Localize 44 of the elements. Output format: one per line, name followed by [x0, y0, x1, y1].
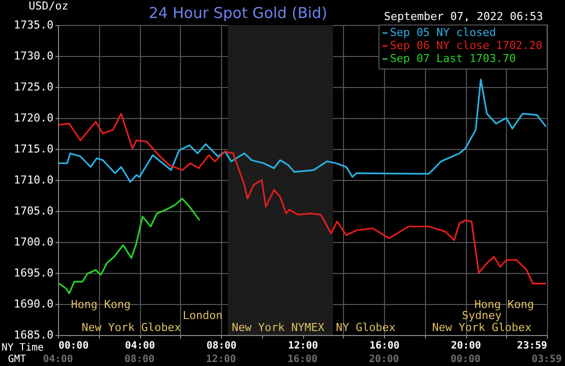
- y-tick-label: 1725.0: [14, 80, 54, 94]
- chart-title: 24 Hour Spot Gold (Bid): [148, 4, 328, 22]
- y-tick-label: 1720.0: [14, 112, 54, 124]
- text: 04:00: [42, 354, 74, 365]
- x-tick-label: 12:00: [288, 340, 318, 352]
- annotation: Hong Kong: [474, 298, 534, 311]
- legend-label: Sep 06 NY close 1702.20: [390, 39, 542, 52]
- y-tick-label: 1685.0: [14, 328, 54, 342]
- text: 20:00: [368, 354, 400, 365]
- text: 16:00: [287, 354, 318, 365]
- annotation: Hong Kong: [70, 298, 131, 311]
- legend-label: Sep 05 NY closed: [390, 26, 496, 39]
- annotation: New York Globex: [82, 321, 182, 334]
- y-tick-label: 1705.0: [14, 204, 54, 218]
- y-tick-label: 1700.0: [14, 236, 54, 248]
- y-tick-label: 1690.0: [14, 298, 54, 310]
- line-series: [58, 78, 547, 183]
- y-tick-label: 1695.0: [14, 266, 54, 280]
- text: 08:00: [124, 354, 155, 365]
- annotation: New York Globex: [432, 321, 532, 334]
- y-tick-label: 1715.0: [14, 142, 54, 156]
- text: 00:00: [450, 354, 481, 365]
- annotation: London: [182, 309, 223, 322]
- x-tick-label: 08:00: [206, 340, 237, 352]
- annotation: Sydney: [462, 309, 502, 322]
- line-series: [58, 112, 547, 284]
- y-axis-title: USD/oz: [28, 0, 68, 12]
- chart-subtitle: September 07, 2022 06:53: [384, 10, 543, 23]
- text: 03:59: [532, 354, 562, 365]
- annotation: New York NYMEX: [232, 321, 325, 334]
- y-tick-label: 1730.0: [14, 50, 54, 62]
- annotation: NY Globex: [336, 321, 396, 334]
- legend-label: Sep 07 Last 1703.70: [390, 52, 516, 65]
- x-tick-label: 04:00: [124, 340, 156, 352]
- x-tick-label: 20:00: [450, 340, 482, 352]
- line-series: [58, 198, 200, 294]
- x-tick-label: 00:00: [58, 340, 89, 352]
- y-tick-label: 1735.0: [14, 18, 54, 32]
- text: 12:00: [206, 354, 236, 365]
- text: GMT: [8, 354, 26, 365]
- x-axis-title: NY Time: [2, 342, 44, 354]
- x-tick-label: 16:00: [369, 340, 400, 352]
- x-tick-label: 23:59: [517, 340, 548, 352]
- y-tick-label: 1710.0: [14, 174, 54, 186]
